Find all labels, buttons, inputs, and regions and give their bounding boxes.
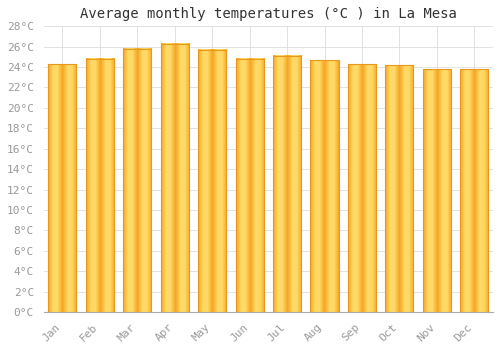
Bar [423, 69, 451, 312]
Bar [236, 59, 264, 312]
Bar [48, 64, 76, 312]
Title: Average monthly temperatures (°C ) in La Mesa: Average monthly temperatures (°C ) in La… [80, 7, 457, 21]
Bar [86, 59, 114, 312]
Bar [198, 50, 226, 312]
Bar [123, 49, 152, 312]
Bar [160, 44, 189, 312]
Bar [348, 64, 376, 312]
Bar [273, 56, 301, 312]
Bar [460, 69, 488, 312]
Bar [310, 60, 338, 312]
Bar [386, 65, 413, 312]
